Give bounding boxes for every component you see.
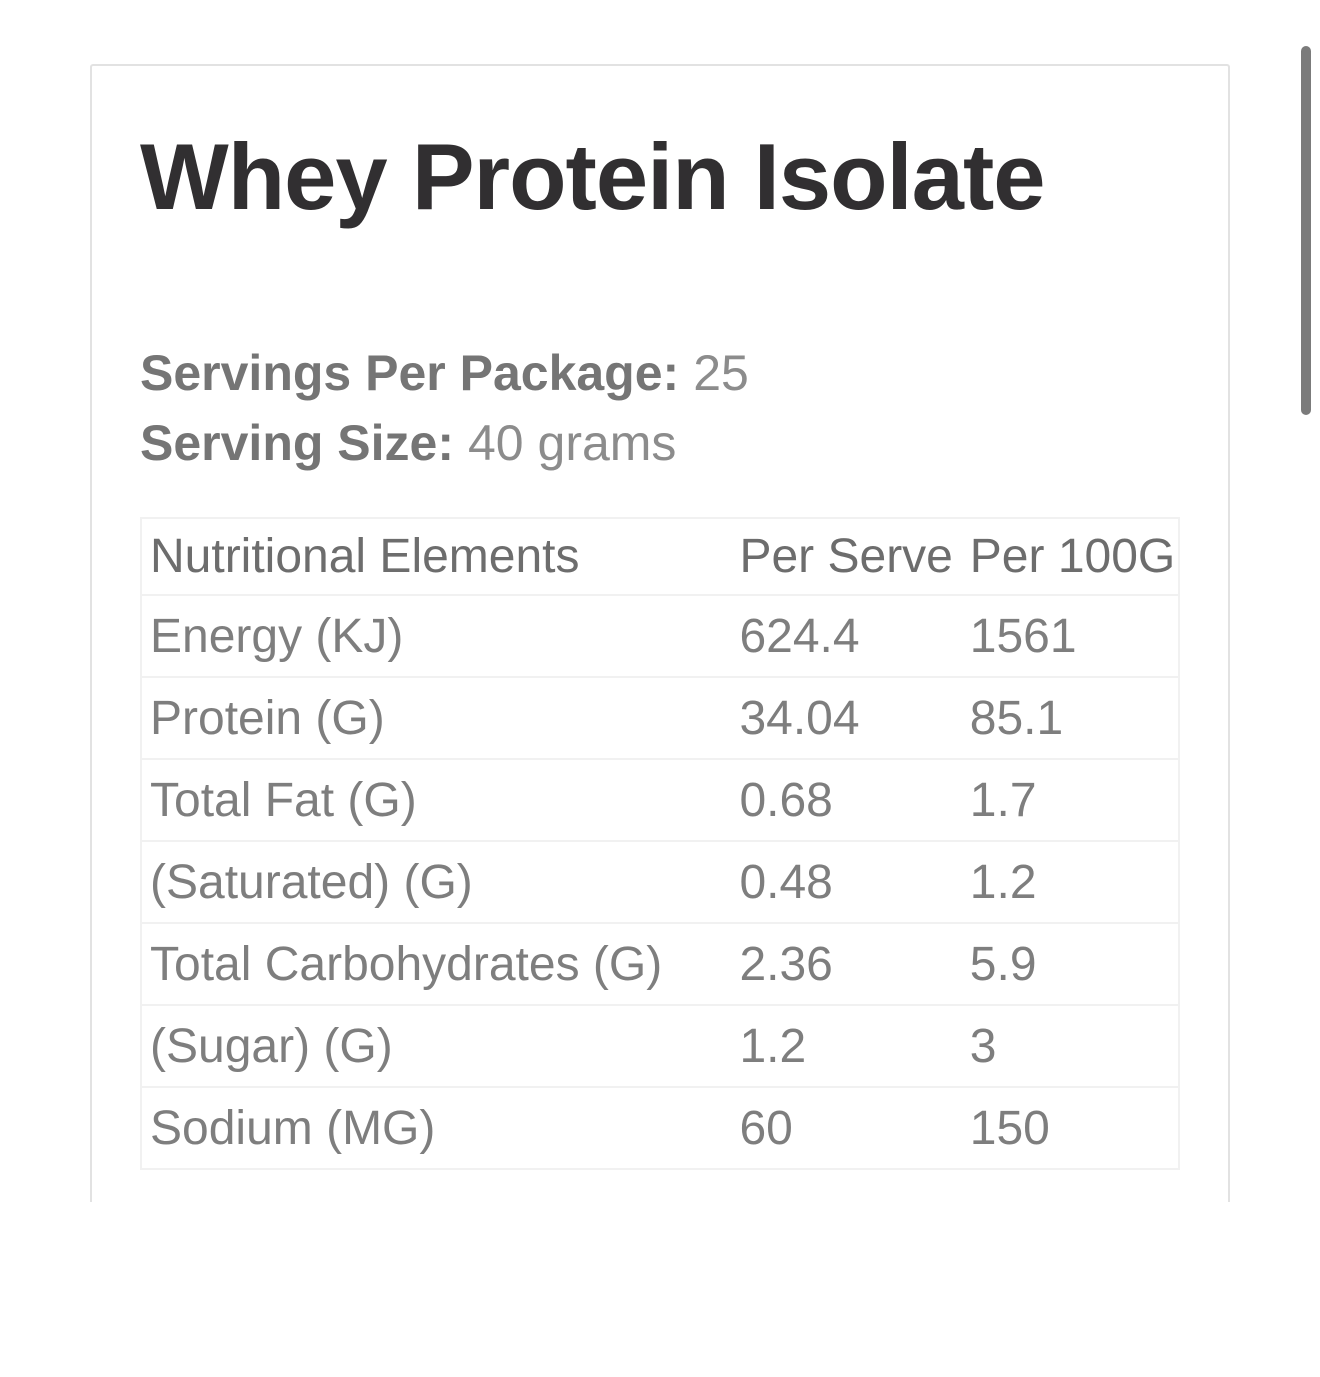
table-row-total-fat: Total Fat (G) 0.68 1.7 — [141, 758, 1179, 841]
cell-per-100g: 1.2 — [969, 840, 1179, 923]
table-row-sodium: Sodium (MG) 60 150 — [141, 1086, 1179, 1169]
cell-per-serve: 34.04 — [739, 676, 970, 759]
table-row-sugar: (Sugar) (G) 1.2 3 — [141, 1004, 1179, 1087]
cell-label: Total Carbohydrates (G) — [141, 922, 740, 1005]
table-row-total-carbohydrates: Total Carbohydrates (G) 2.36 5.9 — [141, 922, 1179, 1005]
cell-label: (Sugar) (G) — [141, 1004, 740, 1087]
table-row-energy: Energy (KJ) 624.4 1561 — [141, 594, 1179, 677]
cell-per-serve: 0.68 — [739, 758, 970, 841]
cell-per-serve: 60 — [739, 1086, 970, 1169]
servings-per-package-value: 25 — [693, 345, 749, 401]
cell-label: (Saturated) (G) — [141, 840, 740, 923]
column-header-per-serve: Per Serve — [739, 530, 953, 583]
serving-size-line: Serving Size: 40 grams — [140, 408, 749, 478]
table-row-saturated-fat: (Saturated) (G) 0.48 1.2 — [141, 840, 1179, 923]
serving-size-value: 40 grams — [468, 415, 677, 471]
cell-per-serve: 1.2 — [739, 1004, 970, 1087]
product-title: Whey Protein Isolate — [140, 124, 1046, 229]
cell-per-100g: 5.9 — [969, 922, 1179, 1005]
servings-per-package-line: Servings Per Package: 25 — [140, 338, 749, 408]
scrollbar-thumb[interactable] — [1301, 46, 1311, 415]
cell-per-100g: 1561 — [969, 594, 1179, 677]
cell-per-100g: 85.1 — [969, 676, 1179, 759]
cell-per-serve: 0.48 — [739, 840, 970, 923]
cell-per-serve: 624.4 — [739, 594, 970, 677]
cell-label: Total Fat (G) — [141, 758, 740, 841]
table-header-row: Nutritional Elements Per Serve Per 100G — [141, 518, 1179, 595]
serving-info: Servings Per Package: 25 Serving Size: 40 … — [140, 338, 749, 478]
cell-per-100g: 1.7 — [969, 758, 1179, 841]
nutrition-table: Nutritional Elements Per Serve Per 100G … — [140, 517, 1180, 1170]
column-header-per-100g: Per 100G — [969, 530, 1176, 583]
cell-label: Protein (G) — [141, 676, 740, 759]
servings-per-package-label: Servings Per Package: — [140, 345, 680, 401]
serving-size-label: Serving Size: — [140, 415, 454, 471]
cell-label: Energy (KJ) — [141, 594, 740, 677]
cell-per-100g: 150 — [969, 1086, 1179, 1169]
cell-per-100g: 3 — [969, 1004, 1179, 1087]
cell-label: Sodium (MG) — [141, 1086, 740, 1169]
table-row-protein: Protein (G) 34.04 85.1 — [141, 676, 1179, 759]
nutrition-card: Whey Protein Isolate Servings Per Packag… — [90, 64, 1230, 1202]
column-header-nutritional-elements: Nutritional Elements — [150, 530, 580, 583]
cell-per-serve: 2.36 — [739, 922, 970, 1005]
